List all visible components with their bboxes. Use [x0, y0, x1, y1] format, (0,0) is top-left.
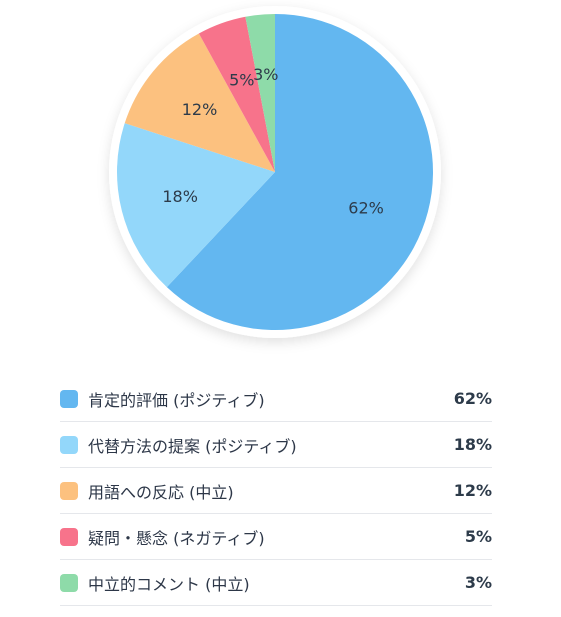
legend-item-positive: 肯定的評価 (ポジティブ) 62%	[60, 376, 492, 422]
legend-swatch	[60, 389, 78, 408]
pie-slice-concern	[198, 16, 275, 172]
pie-label-term-reaction: 12%	[182, 100, 218, 119]
pie-slice-neutral-comment	[245, 14, 275, 172]
pie-slice-labels: 62% 18% 12% 5%3%	[162, 65, 384, 218]
pie-chart-svg: 62% 18% 12% 5%3%	[109, 6, 441, 338]
pie-slices	[117, 14, 434, 330]
legend-swatch	[60, 435, 78, 454]
legend-swatch	[60, 527, 78, 546]
legend-item-concern: 疑問・懸念 (ネガティブ) 5%	[60, 514, 492, 560]
pie-slice-term-reaction	[124, 33, 276, 172]
legend-item-neutral-comment: 中立的コメント (中立) 3%	[60, 560, 492, 606]
legend-value: 18%	[453, 435, 492, 454]
pie-label-neutral-comment: 3%	[253, 65, 278, 84]
legend-item-alternative: 代替方法の提案 (ポジティブ) 18%	[60, 422, 492, 468]
pie-slice-alternative	[117, 123, 275, 288]
pie-slice-positive	[166, 14, 434, 330]
legend-swatch	[60, 481, 78, 500]
legend-value: 62%	[453, 389, 492, 408]
pie-label-concern: 5%	[229, 70, 254, 89]
pie-label-alternative: 18%	[162, 187, 198, 206]
legend-label: 疑問・懸念 (ネガティブ)	[88, 528, 265, 548]
legend-label: 中立的コメント (中立)	[88, 574, 250, 594]
legend-label: 用語への反応 (中立)	[88, 482, 234, 502]
legend-value: 12%	[453, 481, 492, 500]
legend-value: 5%	[464, 527, 492, 546]
legend-label: 代替方法の提案 (ポジティブ)	[88, 436, 297, 456]
legend-value: 3%	[464, 573, 492, 592]
legend-item-term-reaction: 用語への反応 (中立) 12%	[60, 468, 492, 514]
pie-label-positive: 62%	[348, 199, 384, 218]
legend-label: 肯定的評価 (ポジティブ)	[88, 390, 265, 410]
legend: 肯定的評価 (ポジティブ) 62% 代替方法の提案 (ポジティブ) 18% 用語…	[60, 376, 492, 606]
legend-swatch	[60, 573, 78, 592]
pie-chart: 62% 18% 12% 5% 3%	[109, 6, 441, 338]
